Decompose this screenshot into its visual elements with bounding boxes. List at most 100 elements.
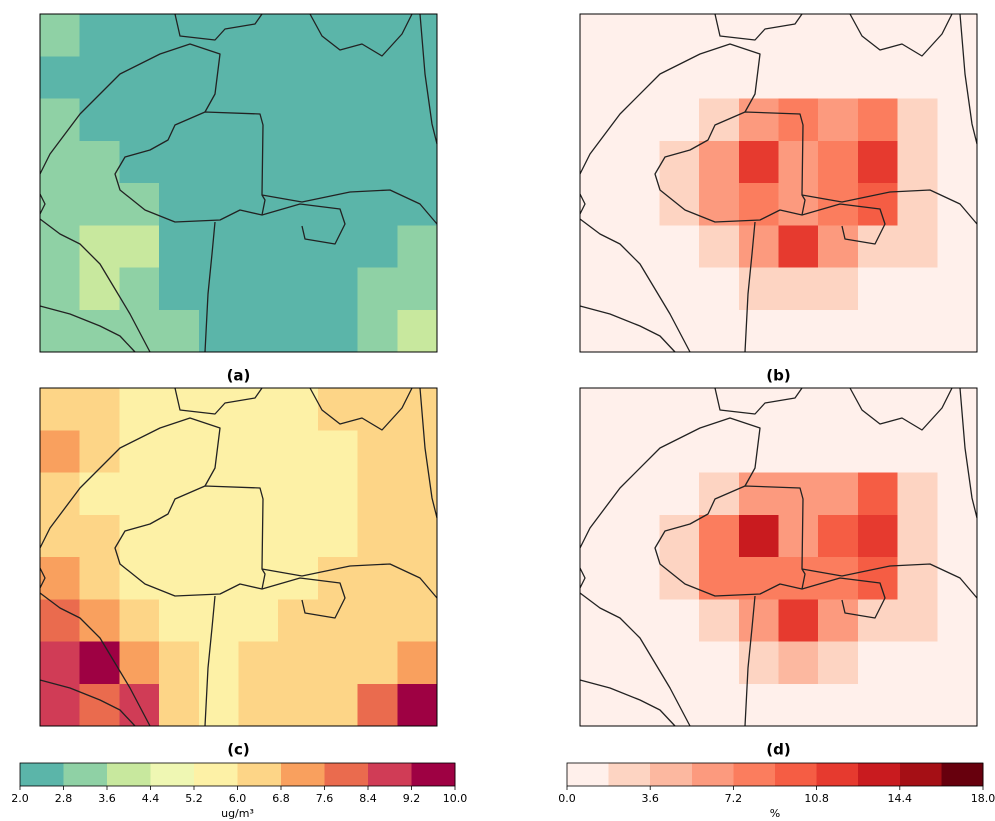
map-cell: [119, 183, 160, 226]
map-cell: [778, 599, 819, 642]
map-cell: [818, 225, 859, 268]
colorbar-tick-label: 2.0: [11, 792, 29, 805]
colorbar-segment: [733, 763, 776, 786]
map-cell: [198, 267, 239, 311]
map-cell: [198, 225, 239, 268]
map-cell: [278, 388, 319, 431]
map-cell: [397, 225, 438, 268]
colorbar-segment: [650, 763, 693, 786]
map-cell: [119, 14, 160, 57]
map-cell: [818, 140, 859, 184]
colorbar-segment: [816, 763, 859, 786]
map-cell: [238, 683, 279, 727]
map-cell: [238, 430, 279, 473]
map-cell: [937, 683, 978, 727]
map-cell: [397, 557, 438, 600]
map-cell: [778, 225, 819, 268]
map-cell: [619, 430, 660, 473]
map-cell: [659, 140, 700, 184]
map-cell: [79, 514, 120, 558]
map-cell: [40, 183, 81, 226]
map-cell: [238, 388, 279, 431]
colorbar-tick-label: 7.6: [316, 792, 334, 805]
map-cell: [619, 514, 660, 558]
map-cell: [619, 388, 660, 431]
map-cell: [818, 430, 859, 473]
map-cell: [238, 140, 279, 184]
colorbar-segment: [107, 763, 151, 786]
map-cell: [40, 56, 81, 99]
map-cell: [699, 683, 740, 727]
map-cell: [738, 140, 779, 184]
map-cell: [198, 140, 239, 184]
map-cell: [897, 599, 938, 642]
map-cell: [40, 599, 81, 642]
map-cell: [619, 98, 660, 142]
map-cell: [317, 56, 359, 99]
colorbar-segment: [237, 763, 282, 786]
map-cell: [659, 388, 700, 431]
map-cell: [937, 56, 978, 99]
map-cell: [619, 641, 660, 685]
map-cell: [937, 430, 978, 473]
map-cell: [659, 557, 700, 600]
map-cell: [79, 557, 120, 600]
map-cell: [580, 557, 621, 600]
map-cell: [79, 140, 120, 184]
colorbar-tick-label: 0.0: [558, 792, 576, 805]
map-frame: [579, 387, 978, 727]
colorbar-tick-label: 2.8: [55, 792, 73, 805]
map-cell: [659, 514, 700, 558]
colorbar-segment: [150, 763, 195, 786]
map-cell: [159, 183, 200, 226]
map-cell: [198, 98, 239, 142]
map-cell: [397, 183, 438, 226]
map-cell: [619, 56, 660, 99]
map-cell: [397, 140, 438, 184]
panel-label: (d): [766, 741, 790, 759]
map-cell: [40, 388, 81, 431]
map-cell: [119, 388, 160, 431]
map-cell: [357, 472, 398, 516]
map-cell: [818, 472, 859, 516]
map-cell: [79, 309, 120, 353]
map-cell: [857, 641, 899, 685]
map-cell: [580, 683, 621, 727]
colorbar-segment: [281, 763, 325, 786]
map-frame: [39, 387, 438, 727]
map-cell: [699, 56, 740, 99]
map-cell: [619, 183, 660, 226]
map-cell: [357, 14, 398, 57]
map-cell: [818, 683, 859, 727]
map-cell: [818, 309, 859, 353]
map-cell: [659, 472, 700, 516]
map-cell: [699, 599, 740, 642]
map-cell: [778, 641, 819, 685]
map-cell: [278, 599, 319, 642]
map-cell: [699, 472, 740, 516]
map-cell: [857, 309, 899, 353]
map-cell: [857, 14, 899, 57]
map-cell: [278, 98, 319, 142]
map-cell: [619, 557, 660, 600]
map-cell: [937, 599, 978, 642]
map-cell: [659, 56, 700, 99]
map-cell: [897, 183, 938, 226]
map-cell: [580, 98, 621, 142]
map-cell: [397, 683, 438, 727]
map-cell: [278, 309, 319, 353]
map-cell: [357, 225, 398, 268]
map-cell: [580, 599, 621, 642]
map-cell: [937, 140, 978, 184]
map-cell: [580, 430, 621, 473]
map-cell: [317, 140, 359, 184]
map-cell: [778, 14, 819, 57]
map-cell: [738, 599, 779, 642]
map-cell: [818, 514, 859, 558]
map-cell: [818, 14, 859, 57]
map-cell: [778, 514, 819, 558]
map-cell: [857, 557, 899, 600]
map-cell: [897, 56, 938, 99]
map-cell: [40, 309, 81, 353]
